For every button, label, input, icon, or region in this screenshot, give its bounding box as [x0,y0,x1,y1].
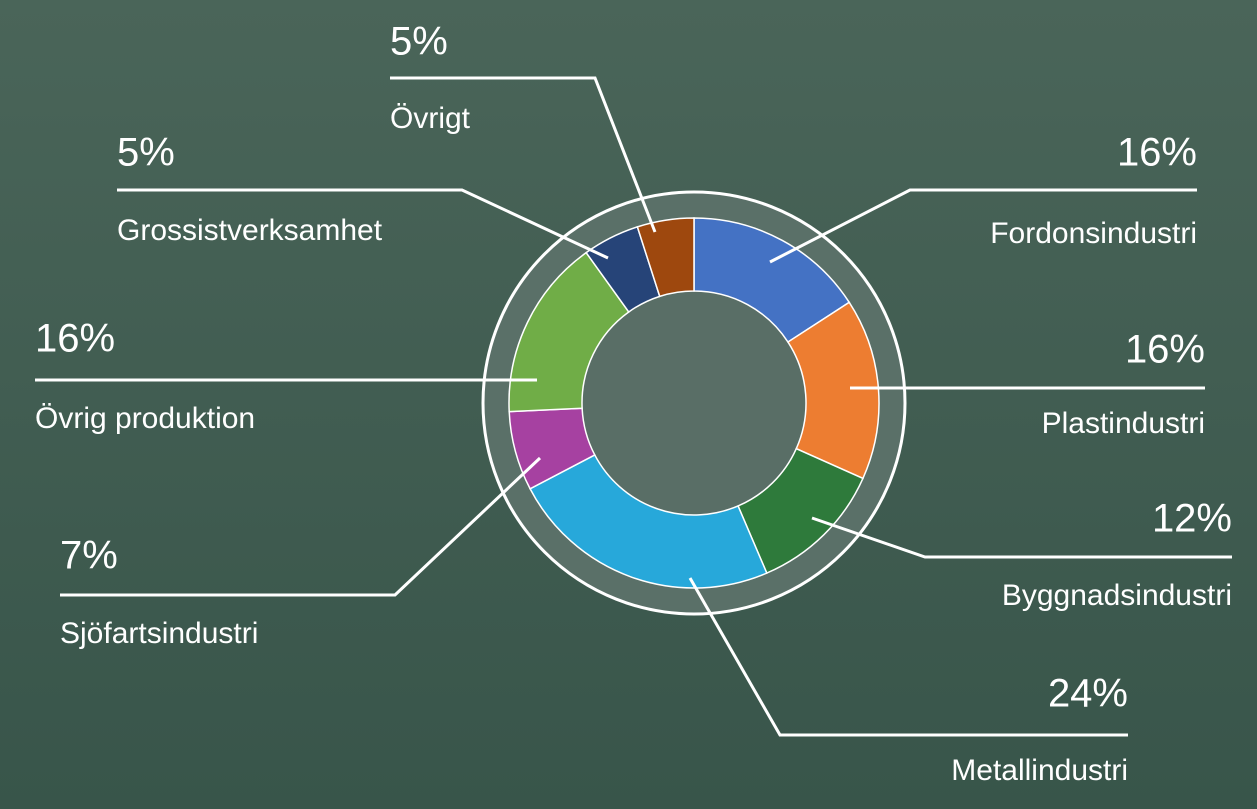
category-label: Metallindustri [951,754,1128,787]
value-label: 5% [390,20,448,64]
leader-line [769,188,1197,264]
labels: 16% Fordonsindustri 16% Plastindustri 12% Byg… [35,20,1232,787]
category-label: Fordonsindustri [990,217,1197,250]
category-label: Byggnadsindustri [1002,579,1232,612]
donut-hole [582,291,806,515]
category-label: Övrig produktion [35,402,255,435]
slices [508,217,880,589]
slice [529,453,768,589]
value-label: 7% [60,534,118,578]
value-label: 5% [117,131,175,175]
value-label: 24% [1048,672,1128,716]
value-label: 12% [1152,497,1232,541]
leader-line [390,76,657,233]
leader-line [811,516,1232,559]
value-label: 16% [1117,131,1197,175]
category-label: Plastindustri [1042,407,1205,440]
category-label: Sjöfartsindustri [60,617,258,650]
value-label: 16% [1125,328,1205,372]
category-label: Övrigt [390,102,471,135]
value-label: 16% [35,317,115,361]
leader-line [60,456,542,597]
category-label: Grossistverksamhet [117,214,383,247]
leader-line [688,577,1128,737]
leader-line [117,188,609,260]
